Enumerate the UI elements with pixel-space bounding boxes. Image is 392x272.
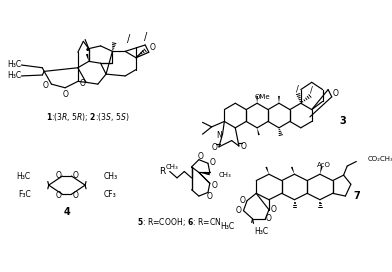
Text: O: O bbox=[80, 79, 85, 88]
Text: H₃C: H₃C bbox=[7, 72, 22, 81]
Text: F₃C: F₃C bbox=[18, 190, 31, 199]
Text: O: O bbox=[210, 158, 216, 167]
Text: CH₃: CH₃ bbox=[103, 172, 118, 181]
Text: O: O bbox=[211, 143, 217, 152]
Text: O: O bbox=[332, 89, 338, 98]
Text: CH₃: CH₃ bbox=[219, 172, 232, 178]
Text: O: O bbox=[56, 191, 62, 200]
Text: O: O bbox=[43, 81, 49, 89]
Text: H₃C: H₃C bbox=[7, 60, 22, 69]
Text: O: O bbox=[240, 196, 245, 205]
Text: H₃C: H₃C bbox=[16, 172, 31, 181]
Polygon shape bbox=[256, 96, 258, 103]
Text: O: O bbox=[270, 205, 276, 214]
Text: ●: ● bbox=[86, 48, 90, 51]
Text: O: O bbox=[72, 171, 78, 180]
Text: O: O bbox=[56, 171, 62, 180]
Text: /: / bbox=[296, 84, 299, 93]
Polygon shape bbox=[265, 167, 269, 174]
Polygon shape bbox=[199, 172, 210, 175]
Text: CO₂CH₃: CO₂CH₃ bbox=[367, 156, 392, 162]
Polygon shape bbox=[257, 128, 260, 135]
Text: 3: 3 bbox=[339, 116, 346, 126]
Text: O: O bbox=[236, 206, 242, 215]
Text: AcO: AcO bbox=[317, 162, 330, 168]
Text: H₃C: H₃C bbox=[220, 222, 234, 231]
Polygon shape bbox=[291, 167, 294, 174]
Text: H₃C: H₃C bbox=[254, 227, 269, 236]
Polygon shape bbox=[278, 96, 280, 103]
Text: O: O bbox=[72, 191, 78, 200]
Text: /: / bbox=[143, 32, 147, 42]
Text: OMe: OMe bbox=[255, 94, 270, 100]
Text: R: R bbox=[160, 167, 165, 176]
Polygon shape bbox=[86, 54, 89, 61]
Text: 4: 4 bbox=[64, 206, 70, 217]
Text: $\mathbf{1}$:(3$R$, 5$R$); $\mathbf{2}$:(3$S$, 5$S$): $\mathbf{1}$:(3$R$, 5$R$); $\mathbf{2}$:… bbox=[46, 111, 129, 123]
Text: 7: 7 bbox=[353, 191, 360, 201]
Text: $\mathbf{5}$: R=COOH; $\mathbf{6}$: R=CN: $\mathbf{5}$: R=COOH; $\mathbf{6}$: R=CN bbox=[137, 215, 221, 228]
Text: /: / bbox=[310, 85, 313, 94]
Text: O: O bbox=[207, 193, 213, 202]
Text: N: N bbox=[216, 131, 222, 140]
Polygon shape bbox=[320, 167, 323, 174]
Text: /: / bbox=[127, 34, 131, 44]
Text: O: O bbox=[266, 214, 272, 223]
Text: O: O bbox=[241, 141, 247, 150]
Text: O: O bbox=[198, 152, 203, 160]
Text: O: O bbox=[149, 43, 155, 52]
Text: O: O bbox=[211, 181, 217, 190]
Text: CF₃: CF₃ bbox=[103, 190, 116, 199]
Text: CH₃: CH₃ bbox=[166, 164, 179, 170]
Text: O: O bbox=[62, 90, 68, 99]
